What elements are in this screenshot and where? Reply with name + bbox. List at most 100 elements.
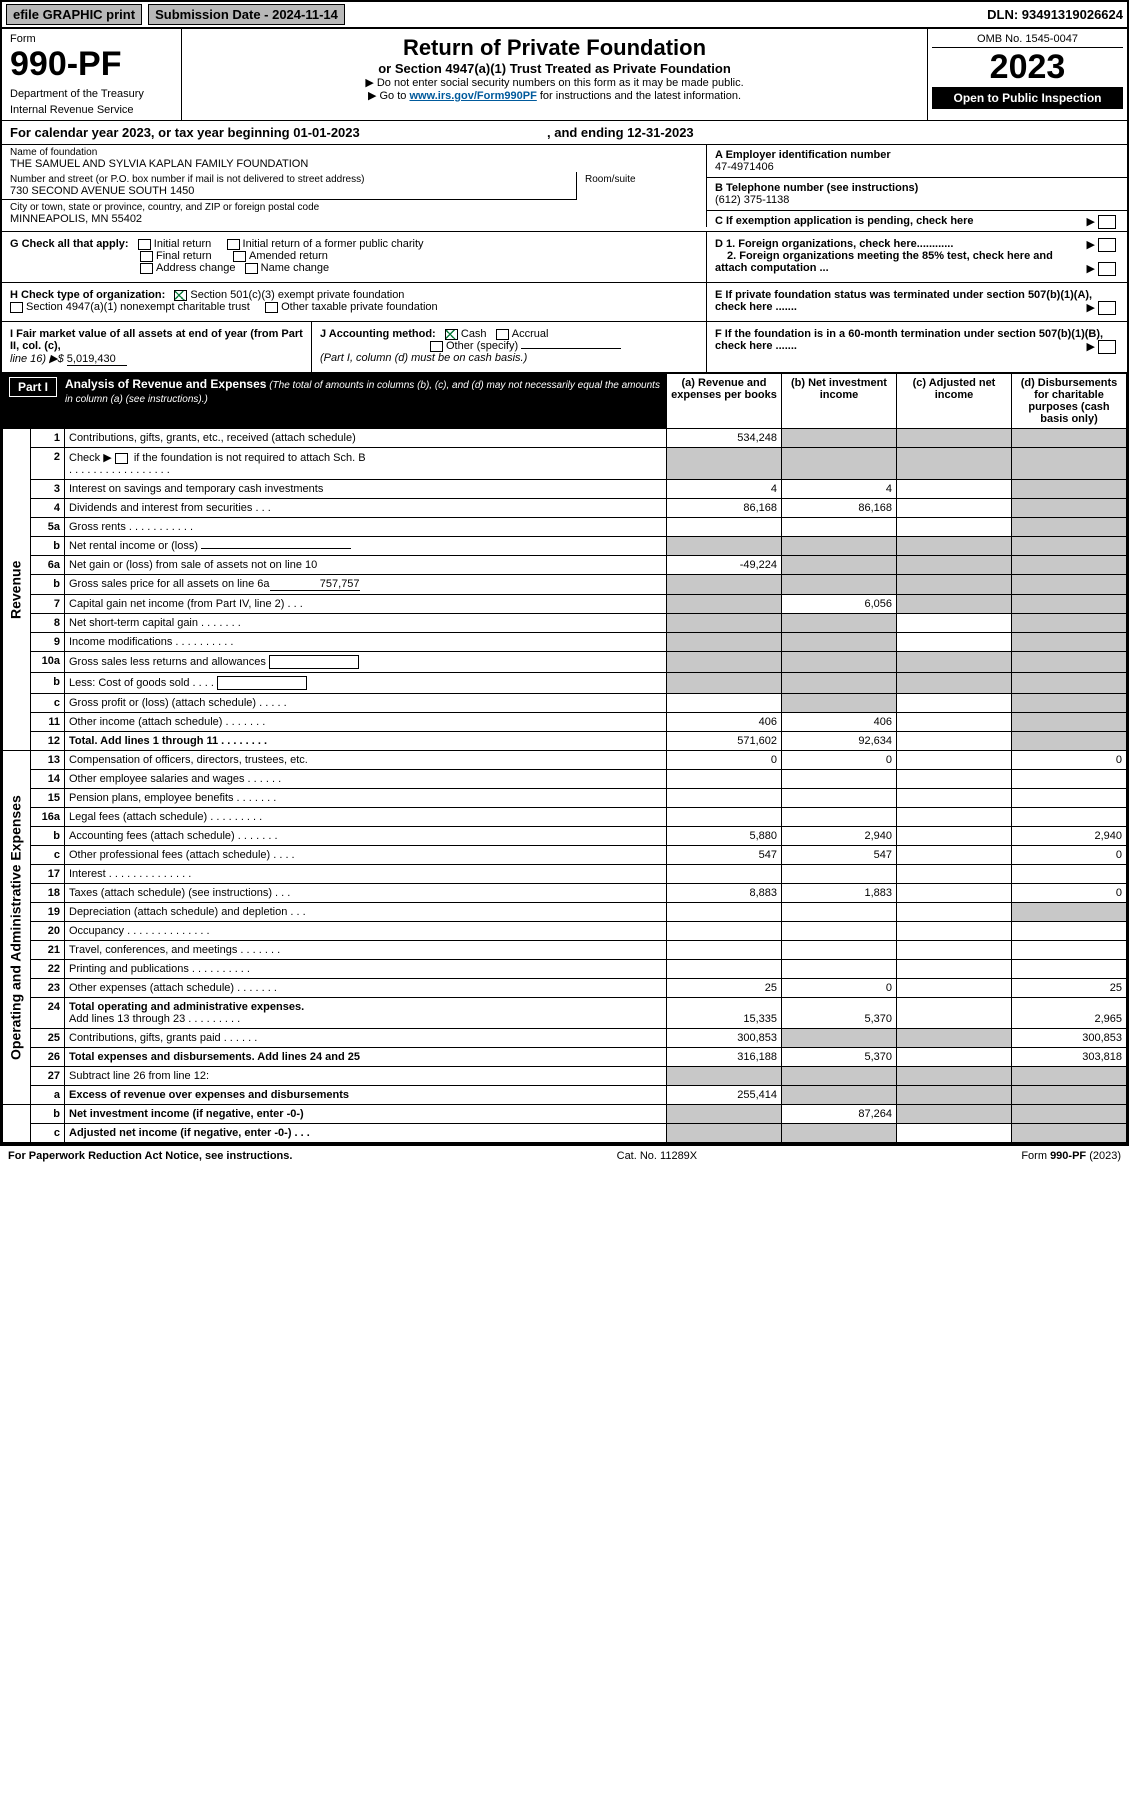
part1-label: Part I: [9, 377, 57, 397]
e-section: E If private foundation status was termi…: [707, 283, 1127, 321]
f-section: F If the foundation is in a 60-month ter…: [707, 322, 1127, 372]
checkbox-501c3[interactable]: [174, 290, 187, 301]
col-a-header: (a) Revenue and expenses per books: [667, 374, 782, 429]
table-row: aExcess of revenue over expenses and dis…: [3, 1086, 1127, 1105]
checkbox-d2[interactable]: [1098, 262, 1116, 276]
phone-label: B Telephone number (see instructions): [715, 182, 918, 194]
table-row: cGross profit or (loss) (attach schedule…: [3, 694, 1127, 713]
h-label: H Check type of organization:: [10, 289, 165, 301]
check-h-row: H Check type of organization: Section 50…: [2, 283, 1127, 322]
line-desc: Check ▶ if the foundation is not require…: [65, 448, 667, 480]
checkbox-amended[interactable]: [233, 251, 246, 262]
j2: Accrual: [512, 328, 549, 340]
checkbox-d1[interactable]: [1098, 238, 1116, 252]
checkbox-addr[interactable]: [140, 263, 153, 274]
table-row: 17Interest . . . . . . . . . . . . . .: [3, 865, 1127, 884]
note-tail: for instructions and the latest informat…: [537, 90, 741, 102]
form-subtitle: or Section 4947(a)(1) Trust Treated as P…: [188, 61, 921, 76]
checkbox-cash[interactable]: [445, 329, 458, 340]
address: 730 SECOND AVENUE SOUTH 1450: [10, 185, 568, 197]
checkbox-other-tax[interactable]: [265, 302, 278, 313]
city-label: City or town, state or province, country…: [10, 202, 698, 213]
efile-print[interactable]: efile GRAPHIC print: [6, 4, 142, 25]
submission-date: Submission Date - 2024-11-14: [148, 4, 345, 25]
line-num: 1: [31, 429, 65, 448]
f-label: F If the foundation is in a 60-month ter…: [715, 328, 1103, 352]
checkbox-schb[interactable]: [115, 453, 128, 464]
table-row: bNet rental income or (loss): [3, 537, 1127, 556]
footer-left: For Paperwork Reduction Act Notice, see …: [8, 1150, 292, 1162]
d1-label: D 1. Foreign organizations, check here..…: [715, 238, 953, 250]
table-row: bNet investment income (if negative, ent…: [3, 1105, 1127, 1124]
checkbox-final[interactable]: [140, 251, 153, 262]
checkbox-f[interactable]: [1098, 340, 1116, 354]
table-row: bAccounting fees (attach schedule) . . .…: [3, 827, 1127, 846]
amt-b: [782, 429, 897, 448]
note-ssn: ▶ Do not enter social security numbers o…: [188, 76, 921, 89]
cal-mid: , and ending: [547, 125, 627, 140]
checkbox-4947[interactable]: [10, 302, 23, 313]
table-row: 16aLegal fees (attach schedule) . . . . …: [3, 808, 1127, 827]
checkbox-name[interactable]: [245, 263, 258, 274]
checkbox-initial[interactable]: [138, 239, 151, 250]
entity-left: Name of foundation THE SAMUEL AND SYLVIA…: [2, 145, 707, 231]
irs-link[interactable]: www.irs.gov/Form990PF: [409, 90, 536, 102]
top-bar: efile GRAPHIC print Submission Date - 20…: [2, 2, 1127, 29]
table-row: 22Printing and publications . . . . . . …: [3, 960, 1127, 979]
checkbox-accrual[interactable]: [496, 329, 509, 340]
part1-title: Analysis of Revenue and Expenses: [65, 377, 266, 391]
j-note: (Part I, column (d) must be on cash basi…: [320, 352, 527, 364]
col-d-header: (d) Disbursements for charitable purpose…: [1012, 374, 1127, 429]
open-inspection: Open to Public Inspection: [932, 87, 1123, 109]
checkbox-e[interactable]: [1098, 301, 1116, 315]
g-label: G Check all that apply:: [10, 238, 129, 250]
h2: Section 4947(a)(1) nonexempt charitable …: [26, 301, 250, 313]
table-row: 7Capital gain net income (from Part IV, …: [3, 595, 1127, 614]
i-value: 5,019,430: [67, 353, 127, 366]
e-label: E If private foundation status was termi…: [715, 289, 1092, 313]
phone: (612) 375-1138: [715, 194, 789, 206]
i-line: line 16) ▶$: [10, 353, 64, 365]
table-row: 9Income modifications . . . . . . . . . …: [3, 633, 1127, 652]
header-title-block: Return of Private Foundation or Section …: [182, 29, 927, 120]
table-row: 10aGross sales less returns and allowanc…: [3, 652, 1127, 673]
checkbox-other-acct[interactable]: [430, 341, 443, 352]
j1: Cash: [461, 328, 487, 340]
checkbox-initial-former[interactable]: [227, 239, 240, 250]
h1: Section 501(c)(3) exempt private foundat…: [190, 289, 404, 301]
table-row: Operating and Administrative Expenses 13…: [3, 751, 1127, 770]
h-section: H Check type of organization: Section 50…: [2, 283, 707, 321]
foundation-name: THE SAMUEL AND SYLVIA KAPLAN FAMILY FOUN…: [10, 158, 698, 170]
name-label: Name of foundation: [10, 147, 698, 158]
dept-treasury: Department of the Treasury: [10, 88, 173, 100]
table-row: 27Subtract line 26 from line 12:: [3, 1067, 1127, 1086]
g-opt-4: Address change: [156, 262, 236, 274]
g-section: G Check all that apply: Initial return I…: [2, 232, 707, 282]
table-row: 25Contributions, gifts, grants paid . . …: [3, 1029, 1127, 1048]
form-title: Return of Private Foundation: [188, 35, 921, 61]
table-row: 3Interest on savings and temporary cash …: [3, 480, 1127, 499]
omb-no: OMB No. 1545-0047: [932, 33, 1123, 48]
opex-side-label: Operating and Administrative Expenses: [3, 751, 31, 1105]
i-section: I Fair market value of all assets at end…: [2, 322, 312, 372]
table-row: 18Taxes (attach schedule) (see instructi…: [3, 884, 1127, 903]
dln: DLN: 93491319026624: [987, 7, 1123, 22]
table-row: 5aGross rents . . . . . . . . . . .: [3, 518, 1127, 537]
form-number: 990-PF: [10, 45, 173, 84]
ein: 47-4971406: [715, 161, 774, 173]
amt-d: [1012, 429, 1127, 448]
table-row: 23Other expenses (attach schedule) . . .…: [3, 979, 1127, 998]
note-goto: ▶ Go to: [368, 90, 409, 102]
table-row: 14Other employee salaries and wages . . …: [3, 770, 1127, 789]
table-row: 20Occupancy . . . . . . . . . . . . . .: [3, 922, 1127, 941]
j-label: J Accounting method:: [320, 328, 436, 340]
g-opt-1: Initial return of a former public charit…: [243, 238, 424, 250]
checkbox-c[interactable]: [1098, 215, 1116, 229]
part1-header: Part I Analysis of Revenue and Expenses …: [3, 374, 666, 408]
line-desc: Contributions, gifts, grants, etc., rece…: [65, 429, 667, 448]
header-left: Form 990-PF Department of the Treasury I…: [2, 29, 182, 120]
room-label: Room/suite: [585, 174, 698, 185]
calendar-year: For calendar year 2023, or tax year begi…: [2, 121, 1127, 145]
d2-label: 2. Foreign organizations meeting the 85%…: [715, 250, 1053, 274]
g-opt-5: Name change: [261, 262, 330, 274]
